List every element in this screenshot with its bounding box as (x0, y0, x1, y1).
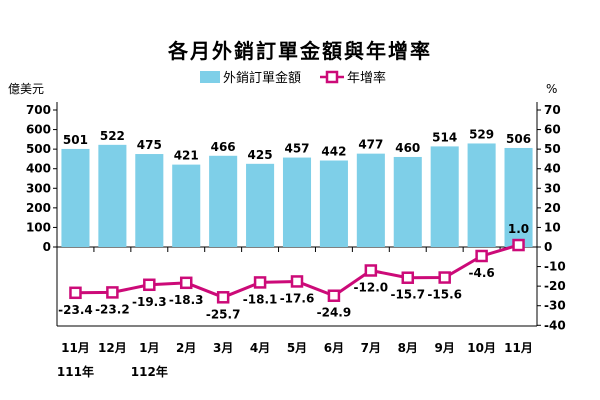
plot-area: 7006005004003002001000706050403020100-10… (26, 102, 566, 379)
yoy-value-label: -25.7 (206, 307, 241, 321)
bar-value-label: 460 (395, 141, 420, 155)
legend-bar-label: 外銷訂單金額 (223, 70, 301, 86)
legend-line-marker (325, 70, 339, 84)
right-tick-label: 30 (544, 181, 561, 195)
right-tick-label: 40 (544, 162, 561, 176)
left-tick-label: 500 (26, 142, 51, 156)
left-tick-label: 400 (26, 162, 51, 176)
yoy-value-label: -18.3 (169, 293, 204, 307)
bar (504, 147, 533, 247)
yoy-value-label: -15.6 (427, 288, 462, 302)
bar-value-label: 475 (137, 138, 162, 152)
bar-value-label: 425 (248, 148, 273, 162)
x-tick-label: 10月 (467, 341, 496, 355)
left-tick-label: 0 (43, 240, 51, 254)
bar-value-label: 529 (469, 127, 494, 141)
bar-value-label: 442 (321, 144, 346, 158)
chart-title: 各月外銷訂單金額與年增率 (167, 39, 432, 63)
x-tick-label: 6月 (324, 341, 344, 355)
yoy-value-label: -4.6 (468, 266, 494, 280)
yoy-value-label: -23.4 (58, 303, 93, 317)
yoy-point (512, 238, 525, 252)
bar (98, 144, 127, 247)
bar (135, 154, 164, 247)
yoy-point (364, 264, 378, 277)
yoy-point (401, 271, 415, 284)
bar (430, 146, 459, 247)
x-tick-label: 1月 (139, 341, 159, 355)
yoy-value-label: -24.9 (317, 306, 352, 320)
yoy-value-label: -19.3 (132, 295, 167, 309)
x-tick-label: 11月 (61, 341, 90, 355)
yoy-value-label: -23.2 (95, 302, 130, 316)
yoy-value-label: -15.7 (390, 288, 425, 302)
bar-value-label: 477 (358, 138, 383, 152)
yoy-point (253, 276, 267, 289)
left-tick-label: 100 (26, 220, 51, 234)
bar (319, 160, 348, 247)
legend-bar-swatch (200, 71, 220, 83)
x-tick-label: 5月 (287, 341, 307, 355)
yoy-point (327, 289, 341, 302)
bar-value-label: 514 (432, 130, 457, 144)
bar (61, 148, 90, 247)
bar-value-label: 421 (174, 149, 199, 163)
yoy-point (143, 278, 156, 292)
yoy-value-label: -17.6 (280, 291, 315, 305)
right-tick-label: -20 (544, 279, 566, 293)
left-tick-label: 700 (26, 103, 51, 117)
x-tick-label: 12月 (98, 341, 127, 355)
yoy-value-label: -12.0 (354, 280, 389, 294)
yoy-point (438, 271, 451, 284)
right-axis-unit: % (546, 82, 557, 96)
yoy-point (179, 276, 193, 290)
left-axis-unit: 億美元 (8, 82, 44, 96)
right-tick-label: 50 (544, 142, 561, 156)
x-year-label: 112年 (131, 364, 168, 379)
x-tick-label: 9月 (435, 341, 455, 355)
x-year-label: 111年 (57, 364, 94, 379)
right-tick-label: -10 (544, 260, 566, 274)
bar (209, 155, 238, 247)
bar (282, 157, 312, 247)
right-tick-label: 60 (544, 123, 561, 137)
bar (246, 163, 275, 247)
yoy-point (475, 249, 488, 263)
yoy-value-label: -18.1 (243, 292, 278, 306)
bar (467, 143, 496, 247)
left-tick-label: 600 (26, 123, 51, 137)
bar (172, 164, 201, 247)
x-tick-label: 2月 (176, 341, 196, 355)
bar-value-label: 466 (211, 140, 236, 154)
right-tick-label: 10 (544, 220, 561, 234)
right-tick-label: 70 (544, 103, 561, 117)
left-tick-label: 200 (26, 201, 51, 215)
bar-value-label: 457 (284, 142, 309, 156)
x-tick-label: 8月 (398, 341, 418, 355)
x-tick-label: 4月 (250, 341, 270, 355)
bar-value-label: 501 (63, 133, 88, 147)
x-tick-label: 11月 (504, 341, 533, 355)
yoy-point (216, 291, 230, 304)
bar-value-label: 506 (506, 132, 531, 146)
yoy-point (106, 286, 119, 299)
right-tick-label: 0 (544, 240, 552, 254)
x-tick-label: 3月 (213, 341, 233, 355)
x-tick-label: 7月 (361, 341, 381, 355)
yoy-point (69, 286, 82, 300)
right-tick-label: -30 (544, 299, 566, 313)
bar (393, 156, 422, 247)
yoy-point (290, 275, 304, 288)
bar (356, 153, 385, 247)
right-tick-label: 20 (544, 201, 561, 215)
bar-value-label: 522 (100, 129, 125, 143)
legend-line-label: 年增率 (347, 70, 386, 86)
right-tick-label: -40 (544, 318, 566, 332)
yoy-value-label: 1.0 (508, 222, 529, 236)
left-tick-label: 300 (26, 181, 51, 195)
